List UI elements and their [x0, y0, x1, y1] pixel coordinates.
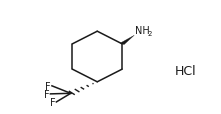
Text: 2: 2	[148, 30, 152, 36]
Text: F: F	[50, 97, 55, 107]
Text: F: F	[44, 89, 50, 99]
Text: NH: NH	[135, 26, 150, 35]
Polygon shape	[120, 36, 134, 45]
Text: HCl: HCl	[175, 64, 196, 77]
Text: F: F	[46, 81, 51, 91]
